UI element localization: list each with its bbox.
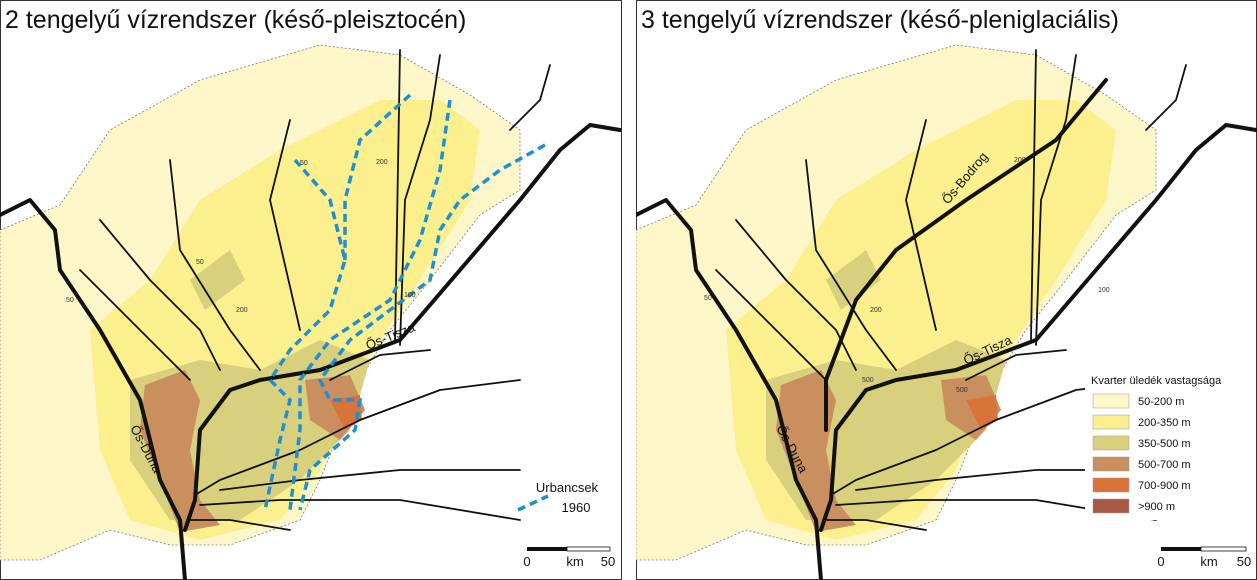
legend-swatch	[1092, 498, 1130, 514]
contour-label: 50	[196, 259, 204, 266]
legend-label: 50-200 m	[1138, 396, 1184, 408]
panel-right: 3 tengelyű vízrendszer (késő-pleniglaciá…	[636, 0, 1257, 580]
contour-label: 200	[1014, 157, 1026, 164]
scale-start: 0	[523, 554, 530, 569]
legend-swatch	[1092, 435, 1130, 451]
contour-label: 50	[66, 297, 74, 304]
urbancsek-lines	[263, 93, 549, 512]
urbancsek-year: 1960	[562, 500, 591, 515]
scale-bar: 0 km 50	[1157, 546, 1251, 569]
bodrog-river	[824, 78, 1108, 432]
panel-left: 2 tengelyű vízrendszer (késő-pleisztocén…	[0, 0, 622, 580]
legend-swatch	[1092, 414, 1130, 430]
scale-end: 50	[601, 554, 615, 569]
legend-label: 700-900 m	[1138, 480, 1191, 492]
contour-label: 50	[704, 295, 712, 302]
contour-label: 100	[1098, 287, 1110, 294]
legend-label: 500-700 m	[1138, 459, 1191, 471]
legend-swatch	[1092, 393, 1130, 409]
panel-title: 2 tengelyű vízrendszer (késő-pleisztocén…	[5, 6, 466, 34]
legend-swatch	[1092, 456, 1130, 472]
legend-label: >900 m	[1138, 501, 1175, 513]
scale-bar: 0 km 50	[523, 546, 615, 569]
legend: Kvarter üledék vastagsága 50-200 m 200-35…	[1085, 370, 1251, 520]
scale-unit: km	[1200, 554, 1217, 569]
legend-label: 200-350 m	[1138, 417, 1191, 429]
scale-end: 50	[1237, 554, 1251, 569]
legend-label: 350-500 m	[1138, 438, 1191, 450]
scale-start: 0	[1157, 554, 1164, 569]
contour-label: 200	[376, 159, 388, 166]
legend-title: Kvarter üledék vastagsága	[1091, 375, 1222, 387]
legend-swatch	[1092, 477, 1130, 493]
panel-title: 3 tengelyű vízrendszer (késő-pleniglaciá…	[641, 6, 1119, 34]
contour-label: 50	[300, 160, 308, 167]
contour-label: 100	[404, 292, 416, 299]
contour-label: 500	[956, 387, 968, 394]
contour-label: 200	[236, 307, 248, 314]
contour-label: 500	[862, 377, 874, 384]
contour-label: 200	[870, 307, 882, 314]
scale-unit: km	[566, 554, 583, 569]
urbancsek-name: Urbancsek	[536, 480, 599, 495]
